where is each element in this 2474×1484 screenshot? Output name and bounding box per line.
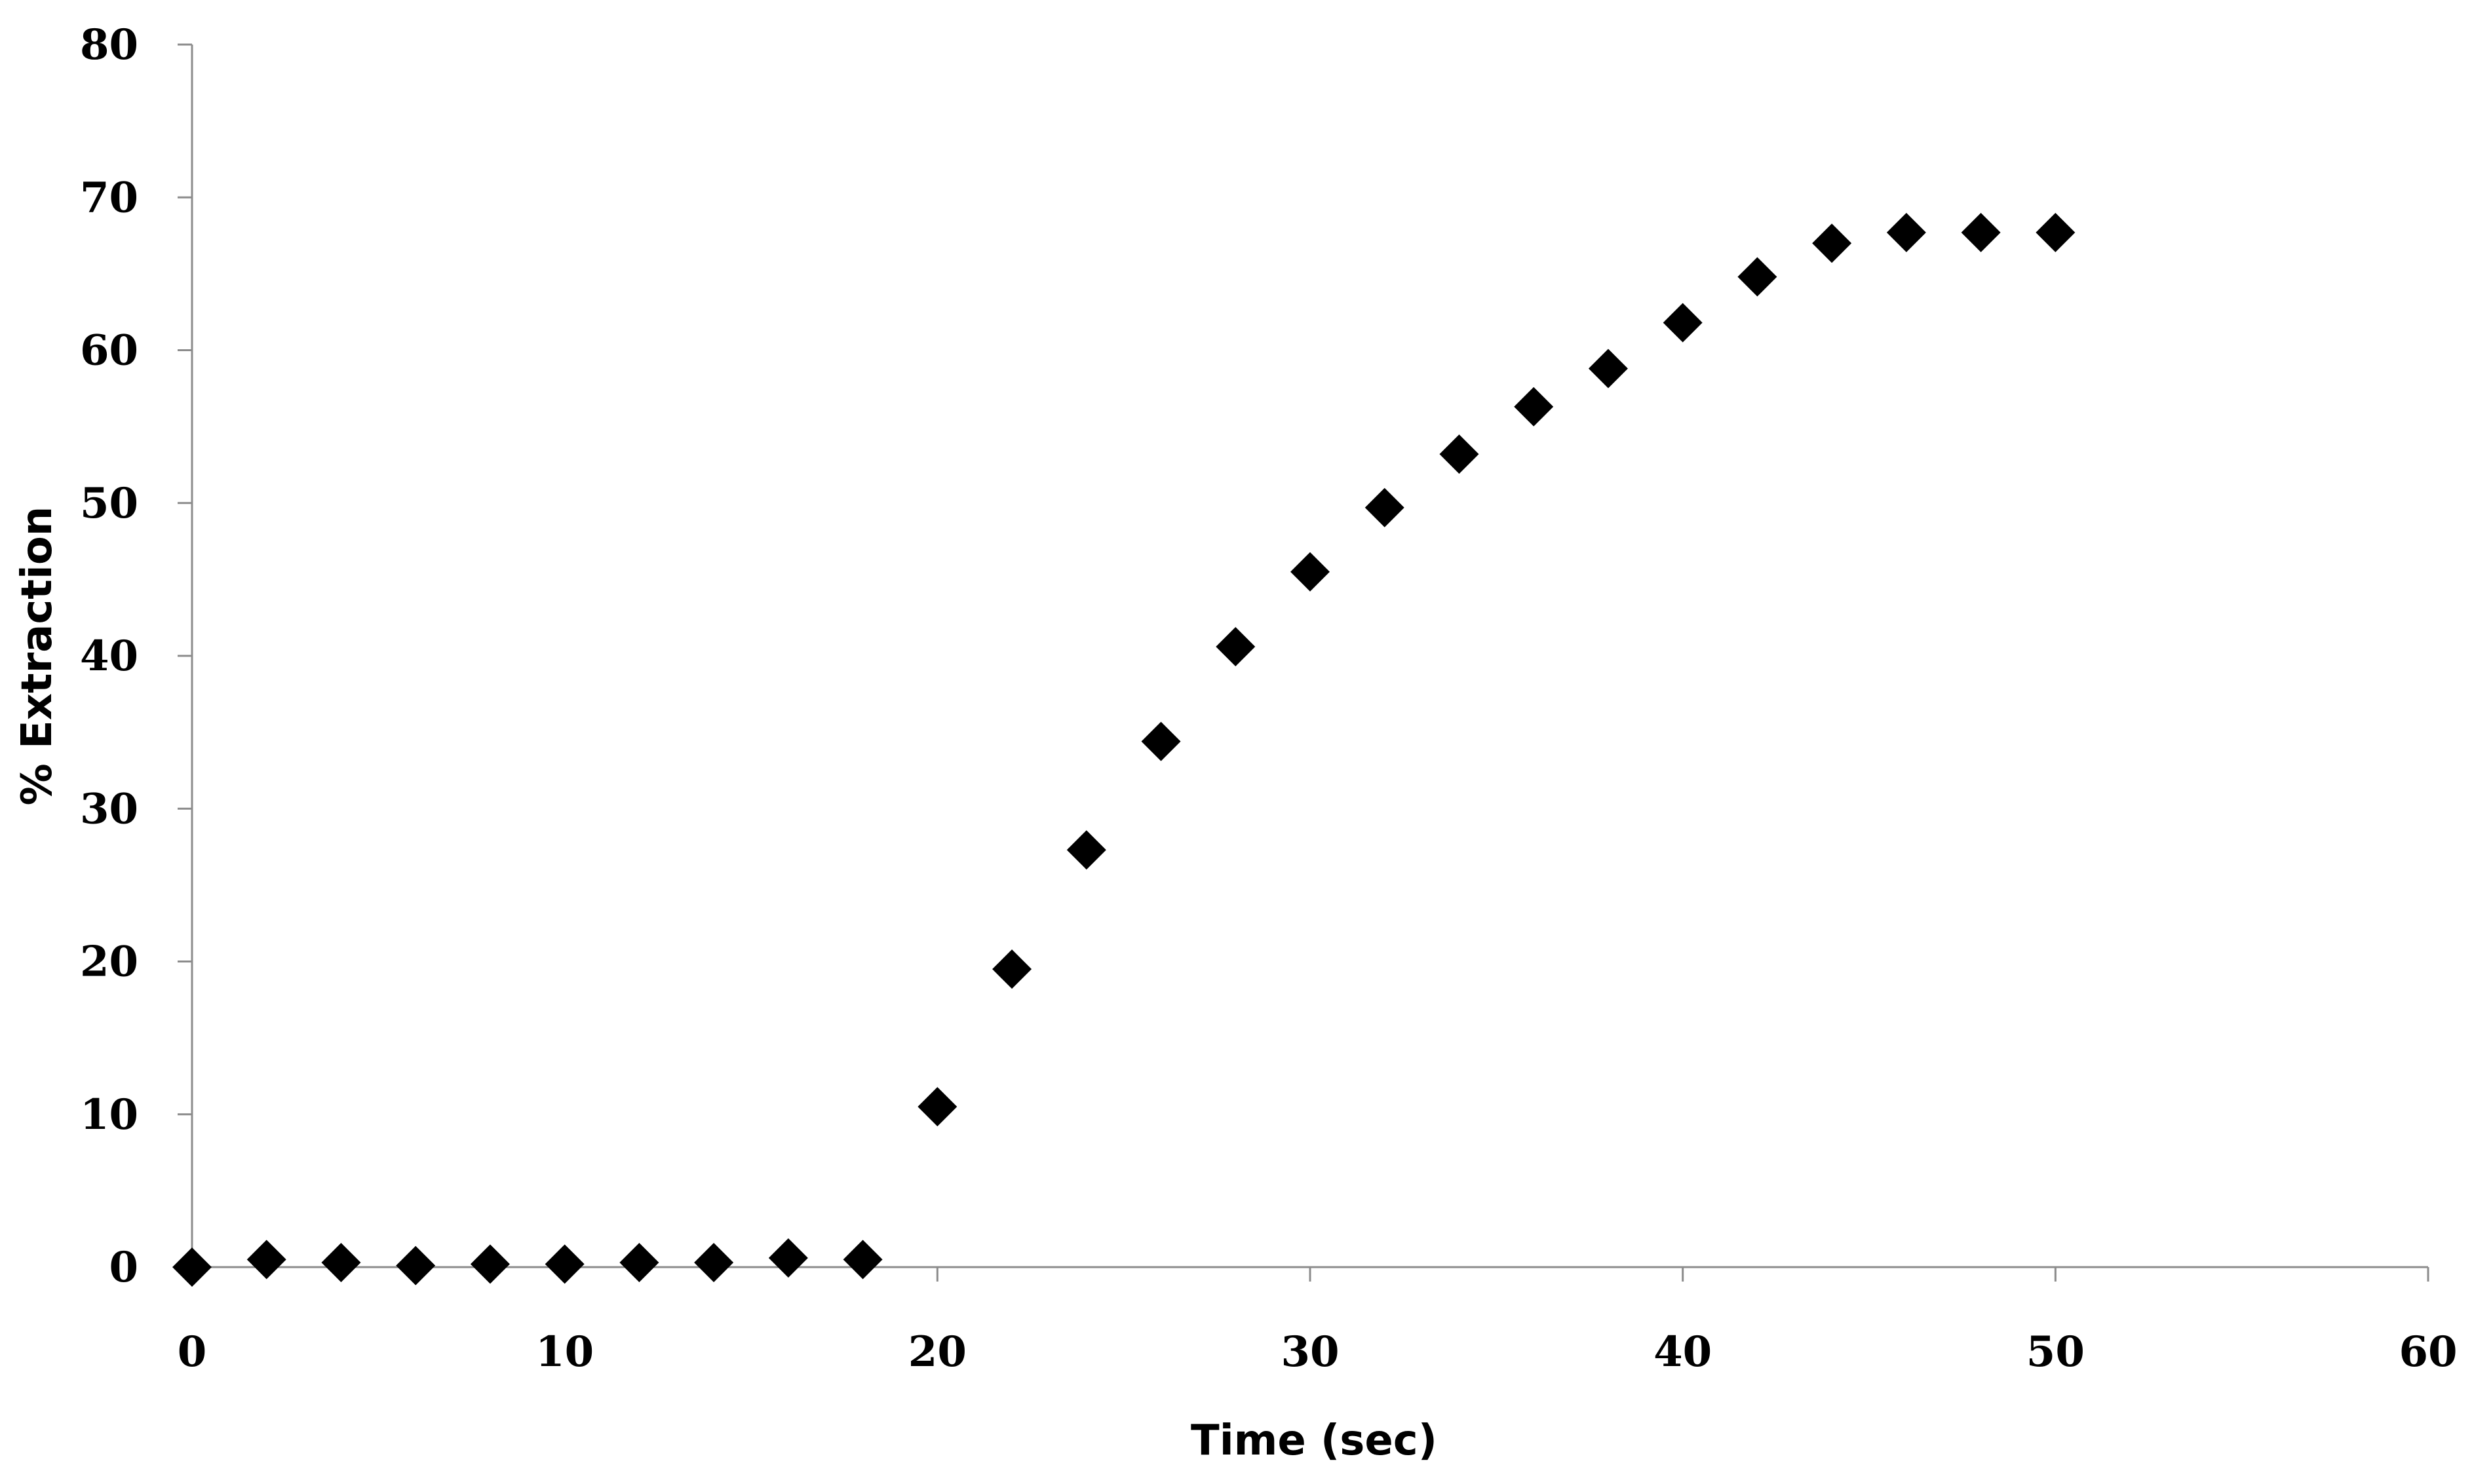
x-tick-label: 10 xyxy=(535,1327,594,1377)
data-point-diamond xyxy=(321,1243,361,1283)
y-tick-label: 70 xyxy=(80,173,138,222)
data-point-diamond xyxy=(768,1238,808,1278)
data-points xyxy=(172,212,2076,1287)
y-tick-label: 50 xyxy=(80,479,138,528)
data-point-diamond xyxy=(1066,830,1106,870)
data-point-diamond xyxy=(470,1244,510,1284)
x-tick-label: 40 xyxy=(1653,1327,1712,1377)
x-tick-label: 0 xyxy=(178,1327,207,1377)
data-point-diamond xyxy=(694,1243,734,1283)
y-tick-label: 60 xyxy=(80,326,138,375)
x-tick-label: 60 xyxy=(2399,1327,2457,1377)
data-point-diamond xyxy=(1514,387,1554,427)
data-point-diamond xyxy=(545,1244,585,1284)
data-point-diamond xyxy=(396,1246,436,1285)
data-point-diamond xyxy=(619,1243,659,1283)
data-point-diamond xyxy=(1737,257,1777,297)
y-tick-label: 80 xyxy=(80,20,138,69)
x-axis-title: Time (sec) xyxy=(1191,1417,1437,1465)
data-point-diamond xyxy=(2036,212,2076,252)
y-tick-label: 30 xyxy=(80,784,138,833)
data-point-diamond xyxy=(1216,627,1256,667)
data-point-diamond xyxy=(1290,552,1330,592)
y-axis-ticks: 0 10 20 30 40 50 60 70 80 xyxy=(80,20,192,1292)
x-tick-label: 30 xyxy=(1281,1327,1339,1377)
y-tick-label: 40 xyxy=(80,632,138,681)
y-tick-label: 0 xyxy=(109,1243,138,1292)
data-point-diamond xyxy=(918,1087,957,1127)
data-point-diamond xyxy=(1439,434,1479,474)
data-point-diamond xyxy=(1812,223,1852,263)
data-point-diamond xyxy=(1588,349,1628,389)
data-point-diamond xyxy=(1886,212,1926,252)
data-point-diamond xyxy=(1141,721,1181,761)
x-axis-ticks: 0 10 20 30 40 50 60 xyxy=(178,1267,2458,1377)
y-tick-label: 20 xyxy=(80,938,138,987)
data-point-diamond xyxy=(1663,303,1703,343)
y-tick-label: 10 xyxy=(80,1090,138,1139)
data-point-diamond xyxy=(1961,212,2001,252)
x-tick-label: 20 xyxy=(908,1327,967,1377)
data-point-diamond xyxy=(992,949,1032,989)
data-point-diamond xyxy=(1364,487,1404,527)
x-tick-label: 50 xyxy=(2026,1327,2085,1377)
data-point-diamond xyxy=(172,1247,212,1287)
data-point-diamond xyxy=(843,1240,883,1280)
y-axis-title: % Extraction xyxy=(13,506,62,806)
data-point-diamond xyxy=(246,1240,286,1280)
